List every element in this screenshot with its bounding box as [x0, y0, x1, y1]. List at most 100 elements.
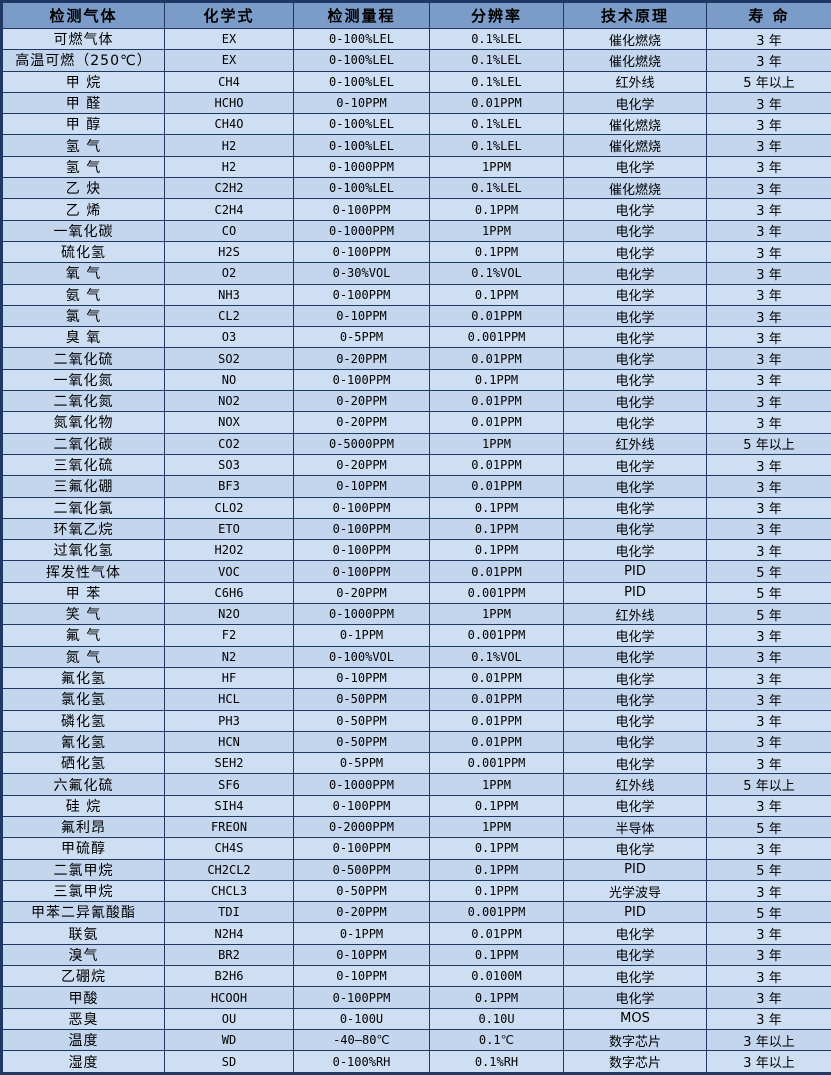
table-cell: 5 年	[706, 581, 831, 605]
table-cell: 过氧化氢	[1, 539, 165, 562]
table-cell: 硅 烷	[1, 794, 165, 817]
table-cell: 0-100PPM	[293, 794, 430, 817]
table-cell: 3 年	[706, 219, 831, 242]
table-cell: 0-1PPM	[293, 922, 430, 945]
table-cell: 电化学	[563, 922, 707, 945]
table-cell: 3 年	[706, 27, 831, 51]
table-cell: 甲硫醇	[1, 837, 165, 860]
table-cell: C6H6	[164, 581, 294, 605]
table-cell: 硒化氢	[1, 752, 165, 775]
table-cell: O3	[164, 326, 294, 349]
table-cell: 0-50PPM	[293, 688, 430, 711]
table-row: 六氟化硫 SF6 0-1000PPM 1PPM 红外线 5 年以上	[1, 773, 831, 796]
table-cell: 二氧化硫	[1, 347, 165, 370]
table-cell: 3 年	[706, 177, 831, 200]
table-cell: 红外线	[563, 773, 707, 796]
table-cell: EX	[164, 27, 294, 51]
table-cell: 0-100PPM	[293, 986, 430, 1009]
table-cell: 光学波导	[563, 879, 707, 903]
table-cell: SEH2	[164, 752, 294, 775]
table-cell: 5 年	[706, 901, 831, 924]
table-row: 二氧化氮 NO2 0-20PPM 0.01PPM 电化学 3 年	[1, 390, 831, 413]
table-cell: 0.10U	[429, 1007, 564, 1030]
table-cell: 0.01PPM	[429, 666, 564, 690]
table-cell: H2	[164, 155, 294, 179]
table-cell: 环氧乙烷	[1, 517, 165, 541]
table-cell: 3 年	[706, 240, 831, 264]
table-row: 乙硼烷 B2H6 0-10PPM 0.0100M 电化学 3 年	[1, 965, 831, 988]
table-cell: 二氯甲烷	[1, 858, 165, 881]
table-cell: 催化燃烧	[563, 113, 707, 136]
table-cell: 0.1℃	[429, 1028, 564, 1052]
table-cell: 3 年	[706, 688, 831, 711]
table-cell: BF3	[164, 475, 294, 498]
table-cell: 0.1PPM	[429, 858, 564, 881]
table-cell: 0-1000PPM	[293, 219, 430, 242]
table-cell: 电化学	[563, 411, 707, 434]
table-cell: SF6	[164, 773, 294, 796]
table-cell: 甲 烷	[1, 70, 165, 93]
table-cell: 电化学	[563, 539, 707, 562]
table-cell: 0-10PPM	[293, 943, 430, 967]
table-cell: 0-10PPM	[293, 91, 430, 115]
column-header-gas: 检测气体	[1, 1, 165, 29]
table-cell: 0-20PPM	[293, 453, 430, 477]
table-cell: 3 年	[706, 794, 831, 817]
table-cell: 3 年	[706, 134, 831, 157]
table-cell: 电化学	[563, 390, 707, 413]
table-cell: 3 年	[706, 347, 831, 370]
table-row: 三氟化硼 BF3 0-10PPM 0.01PPM 电化学 3 年	[1, 475, 831, 498]
table-cell: 电化学	[563, 645, 707, 668]
table-row: 氯化氢 HCL 0-50PPM 0.01PPM 电化学 3 年	[1, 688, 831, 711]
table-cell: 3 年	[706, 49, 831, 72]
table-cell: CH4	[164, 70, 294, 93]
table-row: 磷化氢 PH3 0-50PPM 0.01PPM 电化学 3 年	[1, 709, 831, 732]
table-cell: 电化学	[563, 240, 707, 264]
table-cell: 0.01PPM	[429, 411, 564, 434]
table-cell: 0.1%LEL	[429, 113, 564, 136]
table-cell: 红外线	[563, 432, 707, 455]
table-cell: 0.0100M	[429, 965, 564, 988]
table-row: 氧 气 O2 0-30%VOL 0.1%VOL 电化学 3 年	[1, 262, 831, 285]
table-cell: 电化学	[563, 986, 707, 1009]
table-cell: 0-100PPM	[293, 517, 430, 541]
table-cell: H2	[164, 134, 294, 157]
table-cell: TDI	[164, 901, 294, 924]
table-cell: 联氨	[1, 922, 165, 945]
table-cell: 5 年	[706, 560, 831, 583]
table-cell: 0-20PPM	[293, 347, 430, 370]
table-row: 氰化氢 HCN 0-50PPM 0.01PPM 电化学 3 年	[1, 730, 831, 754]
table-cell: 湿度	[1, 1050, 165, 1074]
table-row: 甲 苯 C6H6 0-20PPM 0.001PPM PID 5 年	[1, 581, 831, 605]
table-cell: 电化学	[563, 347, 707, 370]
table-cell: 0.01PPM	[429, 709, 564, 732]
table-cell: B2H6	[164, 965, 294, 988]
table-cell: 电化学	[563, 709, 707, 732]
table-cell: 3 年	[706, 539, 831, 562]
table-cell: NH3	[164, 283, 294, 306]
table-cell: 0.1PPM	[429, 943, 564, 967]
table-cell: 3 年	[706, 453, 831, 477]
table-cell: 0-50PPM	[293, 730, 430, 754]
table-cell: 催化燃烧	[563, 177, 707, 200]
table-cell: 5 年以上	[706, 70, 831, 93]
table-cell: FREON	[164, 815, 294, 839]
table-cell: 3 年	[706, 326, 831, 349]
table-cell: 氰化氢	[1, 730, 165, 754]
table-cell: 0.1PPM	[429, 879, 564, 903]
table-cell: 0.1PPM	[429, 794, 564, 817]
table-cell: PID	[563, 581, 707, 605]
table-cell: 数字芯片	[563, 1050, 707, 1074]
table-cell: 3 年	[706, 411, 831, 434]
table-cell: WD	[164, 1028, 294, 1052]
table-cell: 0-100%LEL	[293, 134, 430, 157]
table-row: 乙 烯 C2H4 0-100PPM 0.1PPM 电化学 3 年	[1, 198, 831, 221]
table-cell: 0-100PPM	[293, 198, 430, 221]
table-row: 二氧化氯 CLO2 0-100PPM 0.1PPM 电化学 3 年	[1, 496, 831, 519]
table-cell: VOC	[164, 560, 294, 583]
table-cell: 0.1%VOL	[429, 262, 564, 285]
table-cell: 0.1PPM	[429, 986, 564, 1009]
table-cell: 0-100PPM	[293, 539, 430, 562]
table-cell: CL2	[164, 304, 294, 328]
table-cell: 0-20PPM	[293, 901, 430, 924]
